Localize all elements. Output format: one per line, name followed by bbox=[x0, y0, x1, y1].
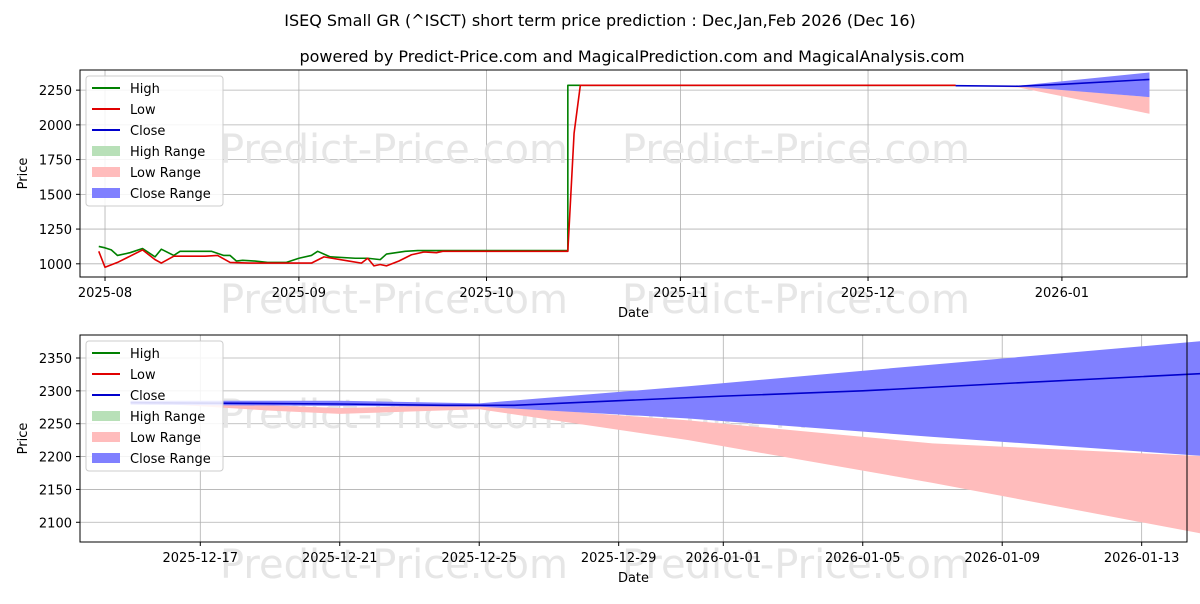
legend-swatch bbox=[92, 411, 120, 421]
legend-swatch bbox=[92, 167, 120, 177]
legend-item-low: Low bbox=[92, 368, 156, 383]
panel-forecast-detail: Predict-Price.com Predict-Price.com Predic… bbox=[16, 334, 1200, 588]
watermark-text: Predict-Price.com bbox=[622, 277, 970, 323]
x-tick-label: 2025-12-17 bbox=[163, 551, 239, 566]
legend-label: Close bbox=[130, 124, 165, 139]
x-axis-label: Date bbox=[618, 571, 649, 586]
legend-item-high-range: High Range bbox=[92, 410, 205, 425]
watermark-group: Predict-Price.com Predict-Price.com Predic… bbox=[220, 392, 970, 588]
low-series-line bbox=[98, 84, 956, 269]
legend-item-close-range: Close Range bbox=[92, 452, 211, 467]
legend-label: Close Range bbox=[130, 452, 211, 467]
x-tick-label: 2025-12-29 bbox=[581, 551, 657, 566]
x-tick-label: 2025-10 bbox=[459, 286, 513, 301]
legend-swatch bbox=[92, 453, 120, 463]
legend-item-close: Close bbox=[92, 124, 165, 139]
legend-swatch bbox=[92, 188, 120, 198]
plot-frame bbox=[79, 334, 1188, 543]
watermark-text: Predict-Price.com bbox=[220, 542, 568, 588]
y-axis-label: Price bbox=[16, 423, 31, 455]
legend-label: Low bbox=[130, 103, 156, 118]
chart-title: ISEQ Small GR (^ISCT) short term price p… bbox=[284, 11, 916, 30]
legend-label: High Range bbox=[130, 145, 205, 160]
watermark-text: Predict-Price.com bbox=[220, 277, 568, 323]
y-tick-label: 2100 bbox=[39, 516, 72, 531]
legend: High Low Close High Range Low Range Close Ran… bbox=[85, 75, 224, 207]
legend-label: High Range bbox=[130, 410, 205, 425]
legend-label: Low Range bbox=[130, 431, 201, 446]
x-tick-label: 2026-01-01 bbox=[685, 551, 761, 566]
y-tick-label: 1750 bbox=[39, 154, 72, 169]
legend-item-low-range: Low Range bbox=[92, 166, 201, 181]
legend-label: Close Range bbox=[130, 187, 211, 202]
y-axis-label: Price bbox=[16, 158, 31, 190]
legend-box bbox=[85, 340, 224, 472]
x-tick-label: 2026-01-09 bbox=[964, 551, 1040, 566]
legend-label: High bbox=[130, 82, 160, 97]
y-tick-label: 2000 bbox=[39, 119, 72, 134]
high-series-line bbox=[98, 84, 956, 264]
watermark-text: Predict-Price.com bbox=[220, 392, 568, 438]
legend-item-close-range: Close Range bbox=[92, 187, 211, 202]
legend-box bbox=[85, 75, 224, 207]
y-tick-label: 1000 bbox=[39, 258, 72, 273]
x-tick-label: 2025-09 bbox=[272, 286, 326, 301]
legend-label: Low bbox=[130, 368, 156, 383]
plot-frame bbox=[79, 69, 1188, 278]
x-tick-label: 2026-01-13 bbox=[1104, 551, 1180, 566]
legend-label: Low Range bbox=[130, 166, 201, 181]
watermark-group: Predict-Price.com Predict-Price.com Predic… bbox=[220, 127, 970, 323]
y-tick-label: 2250 bbox=[39, 418, 72, 433]
y-tick-label: 2250 bbox=[39, 84, 72, 99]
legend-item-low: Low bbox=[92, 103, 156, 118]
legend-label: High bbox=[130, 347, 160, 362]
legend-item-high: High bbox=[92, 82, 160, 97]
legend-item-high: High bbox=[92, 347, 160, 362]
close-series-line bbox=[130, 372, 1200, 407]
x-tick-label: 2025-12-21 bbox=[302, 551, 378, 566]
legend: High Low Close High Range Low Range Close Ran… bbox=[85, 340, 224, 472]
x-tick-label: 2025-08 bbox=[78, 286, 132, 301]
y-tick-label: 2350 bbox=[39, 352, 72, 367]
legend-item-low-range: Low Range bbox=[92, 431, 201, 446]
watermark-text: Predict-Price.com bbox=[220, 127, 568, 173]
x-tick-label: 2025-12 bbox=[841, 286, 895, 301]
y-tick-label: 2150 bbox=[39, 483, 72, 498]
y-tick-label: 2200 bbox=[39, 451, 72, 466]
x-tick-label: 2025-11 bbox=[653, 286, 707, 301]
low-range-band bbox=[955, 85, 1150, 114]
y-tick-label: 1500 bbox=[39, 188, 72, 203]
low-range-band bbox=[130, 402, 1200, 534]
y-tick-label: 1250 bbox=[39, 223, 72, 238]
y-tick-label: 2300 bbox=[39, 385, 72, 400]
x-tick-label: 2026-01 bbox=[1035, 286, 1089, 301]
legend-label: Close bbox=[130, 389, 165, 404]
panel-full-history: Predict-Price.com Predict-Price.com Predic… bbox=[16, 69, 1188, 323]
chart-subtitle: powered by Predict-Price.com and Magical… bbox=[299, 47, 964, 66]
watermark-text: Predict-Price.com bbox=[622, 542, 970, 588]
legend-item-close: Close bbox=[92, 389, 165, 404]
x-axis-label: Date bbox=[618, 306, 649, 321]
close-series-line bbox=[955, 78, 1150, 88]
legend-swatch bbox=[92, 146, 120, 156]
legend-swatch bbox=[92, 432, 120, 442]
watermark-text: Predict-Price.com bbox=[622, 127, 970, 173]
x-tick-label: 2026-01-05 bbox=[825, 551, 901, 566]
legend-item-high-range: High Range bbox=[92, 145, 205, 160]
x-tick-label: 2025-12-25 bbox=[441, 551, 517, 566]
